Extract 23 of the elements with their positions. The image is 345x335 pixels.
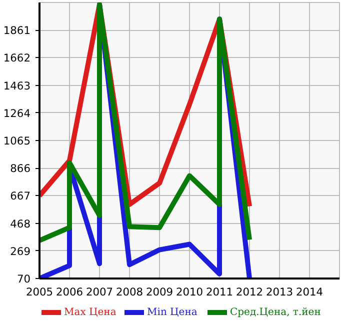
y-tick-label: 70 [16,272,31,286]
legend-label: Max Цена [64,306,116,318]
x-tick-label: 2011 [206,286,234,298]
x-tick-label: 2006 [56,286,84,298]
y-tick-label: 1861 [3,24,31,38]
x-tick-label: 2013 [266,286,294,298]
x-tick-label: 2012 [236,286,264,298]
y-tick-label: 866 [10,162,31,176]
y-tick-label: 1264 [3,106,31,120]
legend-label: Min Цена [147,306,198,318]
x-tick-label: 2009 [146,286,174,298]
y-tick-label: 1463 [3,79,31,92]
y-tick-label: 667 [10,190,31,203]
y-tick-label: 1662 [3,52,31,65]
y-tick-label: 1065 [3,134,31,148]
x-tick-label: 2008 [116,286,144,298]
legend-label: Сред.Цена, т.йен [230,306,321,318]
y-tick-label: 269 [10,244,31,258]
x-tick-label: 2005 [26,286,54,298]
x-tick-label: 2014 [296,286,324,298]
y-tick-label: 468 [10,217,31,230]
x-tick-label: 2010 [176,286,204,298]
x-tick-label: 2007 [86,286,114,298]
